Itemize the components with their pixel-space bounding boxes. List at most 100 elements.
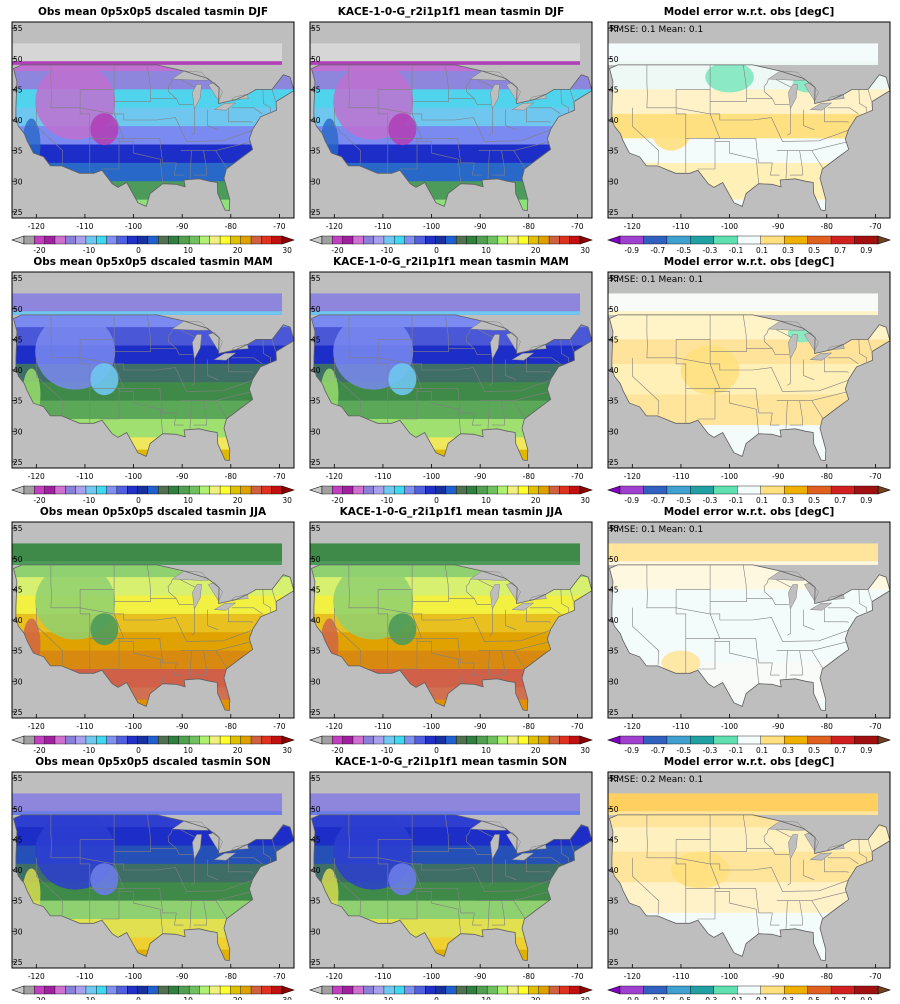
colorbar-swatch [106, 735, 118, 745]
lon-tick-label: -100 [721, 722, 738, 731]
lat-tick-label: 55 [609, 524, 619, 533]
great-lake [490, 584, 500, 610]
state-border [167, 578, 177, 599]
state-border [448, 848, 491, 855]
colorbar-swatch [332, 985, 344, 995]
state-border [789, 150, 803, 176]
colorbar-swatch [332, 485, 344, 495]
colorbar-swatch [414, 485, 426, 495]
colorbar-swatch [373, 235, 385, 245]
lon-tick-label: -80 [821, 222, 833, 231]
colorbar-label: -20 [33, 996, 45, 1000]
colorbar-label: 0 [136, 496, 141, 505]
colorbar-swatch [96, 485, 108, 495]
lat-tick-label: 30 [311, 677, 321, 686]
colorbar-swatch [807, 235, 832, 245]
lat-tick-label: 35 [13, 897, 23, 906]
state-border [377, 339, 389, 424]
great-lake [788, 834, 798, 860]
state-border [489, 859, 493, 886]
lon-tick-label: -90 [474, 222, 486, 231]
canada-strip [12, 793, 282, 815]
state-border [675, 839, 687, 924]
colorbar-swatch [854, 485, 879, 495]
great-lake [213, 352, 237, 361]
colorbar-swatch [666, 485, 691, 495]
colorbar-under-arrow [607, 485, 621, 495]
colorbar-label: 10 [183, 746, 193, 755]
state-border [710, 64, 747, 102]
state-border [193, 650, 207, 676]
colorbar-label: -0.5 [677, 746, 692, 755]
colorbar-label: 0 [136, 996, 141, 1000]
colorbar-swatch [116, 485, 128, 495]
colorbar-swatch [116, 735, 128, 745]
colorbar-swatch [44, 735, 56, 745]
state-border [867, 89, 872, 102]
colorbar-swatch [425, 985, 437, 995]
lat-tick-label: 35 [13, 397, 23, 406]
colorbar-swatch [230, 485, 242, 495]
state-border [465, 328, 475, 349]
lon-tick-label: -70 [273, 972, 285, 981]
colorbar-label: -20 [33, 746, 45, 755]
lat-tick-label: 35 [609, 897, 619, 906]
lat-tick-label: 40 [13, 866, 23, 875]
lon-tick-label: -120 [28, 972, 45, 981]
lat-tick-label: 35 [311, 397, 321, 406]
lon-tick-label: -90 [474, 722, 486, 731]
colorbar-under-arrow [607, 735, 621, 745]
lat-tick-label: 30 [609, 677, 619, 686]
map-panel-error-jja: Model error w.r.t. obs [degC] 55 50 45 40 35 3… [607, 506, 891, 755]
lat-tick-label: 40 [13, 366, 23, 375]
colorbar-label: 30 [580, 996, 590, 1000]
state-border [271, 839, 276, 852]
colorbar-swatch [75, 235, 87, 245]
colorbar-swatch [106, 485, 118, 495]
state-border [457, 388, 482, 426]
colorbar-swatch [261, 735, 273, 745]
colorbar-swatch [34, 735, 46, 745]
lat-tick-label: 45 [311, 585, 321, 594]
colorbar-swatch [830, 485, 856, 495]
colorado-pattern [388, 863, 417, 896]
lat-tick-label: 35 [609, 647, 619, 656]
canada-field [12, 793, 282, 815]
lat-tick-label: 25 [13, 708, 23, 717]
state-border [191, 109, 195, 136]
map-panel-mean-mam: Obs mean 0p5x0p5 dscaled tasmin MAM 55 50 4… [11, 256, 295, 505]
colorbar-mean: -20 -10 0 10 20 30 [11, 485, 295, 505]
state-border [454, 117, 552, 142]
colorbar-swatch [85, 985, 97, 995]
lat-tick-label: 25 [609, 708, 619, 717]
state-border [529, 857, 561, 865]
state-border [465, 578, 475, 599]
colorbar-swatch [830, 985, 856, 995]
colorbar-swatch [126, 235, 139, 245]
colorbar-swatch [137, 235, 149, 245]
lat-tick-label: 25 [609, 458, 619, 467]
great-lake [192, 334, 202, 360]
colorbar-swatch [476, 985, 488, 995]
colorbar-swatch [157, 735, 169, 745]
state-border [207, 859, 219, 881]
lon-tick-label: -70 [273, 472, 285, 481]
colorbar-swatch [619, 235, 644, 245]
lon-tick-label: -100 [721, 222, 738, 231]
canada-field-south [608, 561, 878, 565]
lat-tick-label: 50 [13, 805, 23, 814]
colorbar-label: 10 [183, 246, 193, 255]
panel-title: KACE-1-0-G_r2i1p1f1 mean tasmin JJA [340, 506, 564, 518]
colorbar-swatch [342, 485, 354, 495]
state-border [114, 814, 151, 852]
lon-tick-label: -100 [125, 472, 142, 481]
lat-tick-label: 30 [609, 177, 619, 186]
colorbar-error: -0.9 -0.7 -0.5 -0.3 -0.1 0.1 0.3 0.5 0.7 0.9 [607, 735, 891, 755]
colorbar-label: -0.5 [677, 496, 692, 505]
lat-tick-label: 45 [609, 85, 619, 94]
lat-tick-label: 50 [311, 805, 321, 814]
colorbar-swatch [830, 235, 856, 245]
colorbar-swatch [497, 985, 509, 995]
colorbar-label: -20 [331, 746, 343, 755]
state-border [858, 339, 867, 362]
